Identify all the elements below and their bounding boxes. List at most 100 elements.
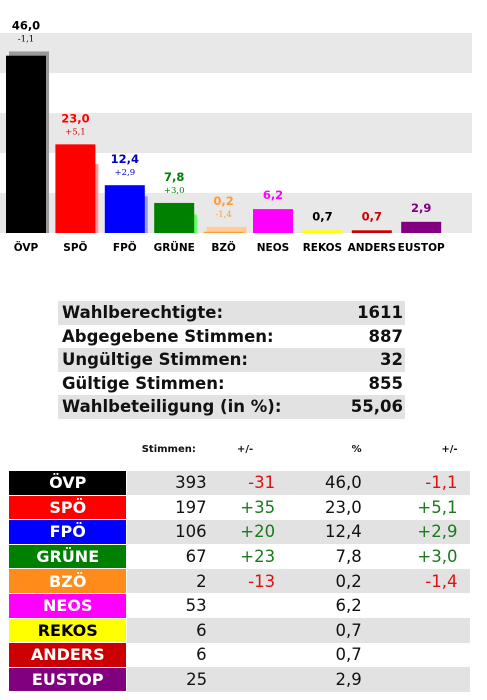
stats-row: Wahlberechtigte: 1611 xyxy=(58,301,405,325)
votes-cell: 25 xyxy=(127,667,211,692)
category-label: REKOS xyxy=(303,242,342,254)
bar-change-label: +3,0 xyxy=(164,186,185,196)
category-label: BZÖ xyxy=(211,240,236,254)
bar-change-label: +5,1 xyxy=(65,127,86,137)
stats-value: 32 xyxy=(334,348,405,372)
table-row: ÖVP 393 -31 46,0 -1,1 xyxy=(9,471,470,496)
stats-value: 55,06 xyxy=(334,395,405,419)
bar xyxy=(401,222,441,233)
bar xyxy=(302,230,342,233)
pct-diff-cell xyxy=(386,643,470,668)
category-label: GRÜNE xyxy=(154,240,195,254)
bar-change-label: +2,9 xyxy=(114,168,135,178)
bar xyxy=(6,56,46,233)
pct-cell: 12,4 xyxy=(279,520,386,545)
stats-value: 855 xyxy=(334,372,405,396)
party-label: FPÖ xyxy=(9,520,127,545)
table-row: FPÖ 106 +20 12,4 +2,9 xyxy=(9,520,470,545)
pct-cell: 6,2 xyxy=(279,593,386,618)
stats-row: Abgegebene Stimmen: 887 xyxy=(58,325,405,349)
table-row: REKOS 6 0,7 xyxy=(9,618,470,643)
bar xyxy=(55,144,95,233)
bar xyxy=(253,209,293,233)
party-label: ANDERS xyxy=(9,643,127,668)
results-header-row: Stimmen: +/- % +/- xyxy=(9,440,470,471)
bar-value-label: 6,2 xyxy=(263,188,283,202)
party-label: SPÖ xyxy=(9,495,127,520)
bar-value-label: 23,0 xyxy=(61,111,89,125)
votes-cell: 6 xyxy=(127,643,211,668)
pct-cell: 7,8 xyxy=(279,544,386,569)
bar xyxy=(352,230,392,233)
pct-diff-cell: -1,4 xyxy=(386,569,470,594)
stats-label: Ungültige Stimmen: xyxy=(58,348,334,372)
stats-label: Abgegebene Stimmen: xyxy=(58,325,334,349)
votes-cell: 106 xyxy=(127,520,211,545)
votes-cell: 67 xyxy=(127,544,211,569)
bar-change-label: -1,4 xyxy=(215,210,231,220)
grid-band xyxy=(0,33,472,73)
pct-diff-cell xyxy=(386,618,470,643)
votes-cell: 197 xyxy=(127,495,211,520)
votes-cell: 6 xyxy=(127,618,211,643)
table-row: EUSTOP 25 2,9 xyxy=(9,667,470,692)
bar-value-label: 0,7 xyxy=(362,209,382,223)
votes-diff-cell xyxy=(211,618,279,643)
category-label: FPÖ xyxy=(113,240,137,254)
pct-cell: 0,2 xyxy=(279,569,386,594)
bar xyxy=(154,203,194,233)
votes-cell: 53 xyxy=(127,593,211,618)
votes-diff-cell xyxy=(211,667,279,692)
votes-cell: 2 xyxy=(127,569,211,594)
votes-diff-cell xyxy=(211,643,279,668)
votes-diff-cell: -13 xyxy=(211,569,279,594)
party-label: NEOS xyxy=(9,593,127,618)
category-label: SPÖ xyxy=(63,240,87,254)
votes-header: Stimmen: xyxy=(127,440,211,471)
party-label: EUSTOP xyxy=(9,667,127,692)
votes-diff-cell: -31 xyxy=(211,471,279,496)
pct-diff-cell xyxy=(386,593,470,618)
stats-label: Wahlbeteiligung (in %): xyxy=(58,395,334,419)
category-label: EUSTOP xyxy=(398,242,445,254)
pct-diff-cell: +5,1 xyxy=(386,495,470,520)
votes-diff-cell: +35 xyxy=(211,495,279,520)
bar-value-label: 12,4 xyxy=(111,152,139,166)
table-row: SPÖ 197 +35 23,0 +5,1 xyxy=(9,495,470,520)
party-label: ÖVP xyxy=(9,471,127,496)
bar-value-label: 7,8 xyxy=(164,170,184,184)
table-row: ANDERS 6 0,7 xyxy=(9,643,470,668)
stats-label: Wahlberechtigte: xyxy=(58,301,334,325)
votes-diff-header: +/- xyxy=(211,440,279,471)
pct-cell: 0,7 xyxy=(279,618,386,643)
votes-diff-cell xyxy=(211,593,279,618)
pct-cell: 46,0 xyxy=(279,471,386,496)
pct-cell: 0,7 xyxy=(279,643,386,668)
pct-cell: 23,0 xyxy=(279,495,386,520)
table-row: BZÖ 2 -13 0,2 -1,4 xyxy=(9,569,470,594)
pct-diff-cell: +2,9 xyxy=(386,520,470,545)
pct-header: % xyxy=(279,440,386,471)
party-label: GRÜNE xyxy=(9,544,127,569)
stats-value: 887 xyxy=(334,325,405,349)
bar xyxy=(105,185,145,233)
pct-diff-cell: +3,0 xyxy=(386,544,470,569)
table-row: GRÜNE 67 +23 7,8 +3,0 xyxy=(9,544,470,569)
votes-cell: 393 xyxy=(127,471,211,496)
pct-diff-cell xyxy=(386,667,470,692)
pct-cell: 2,9 xyxy=(279,667,386,692)
stats-value: 1611 xyxy=(334,301,405,325)
stats-row: Ungültige Stimmen: 32 xyxy=(58,348,405,372)
bar-chart: 46,0 -1,1 ÖVP 23,0 +5,1 SPÖ 12,4 +2,9 FPÖ 7,8 +3,0… xyxy=(0,0,487,270)
stats-row: Wahlbeteiligung (in %): 55,06 xyxy=(58,395,405,419)
votes-diff-cell: +20 xyxy=(211,520,279,545)
votes-diff-cell: +23 xyxy=(211,544,279,569)
party-label: REKOS xyxy=(9,618,127,643)
category-label: ANDERS xyxy=(348,242,396,254)
pct-diff-cell: -1,1 xyxy=(386,471,470,496)
party-label: BZÖ xyxy=(9,569,127,594)
category-label: ÖVP xyxy=(14,240,39,254)
table-row: NEOS 53 6,2 xyxy=(9,593,470,618)
bar-change-label: -1,1 xyxy=(18,34,34,44)
results-table: Stimmen: +/- % +/- ÖVP 393 -31 46,0 -1,1 SPÖ 1… xyxy=(8,440,470,692)
